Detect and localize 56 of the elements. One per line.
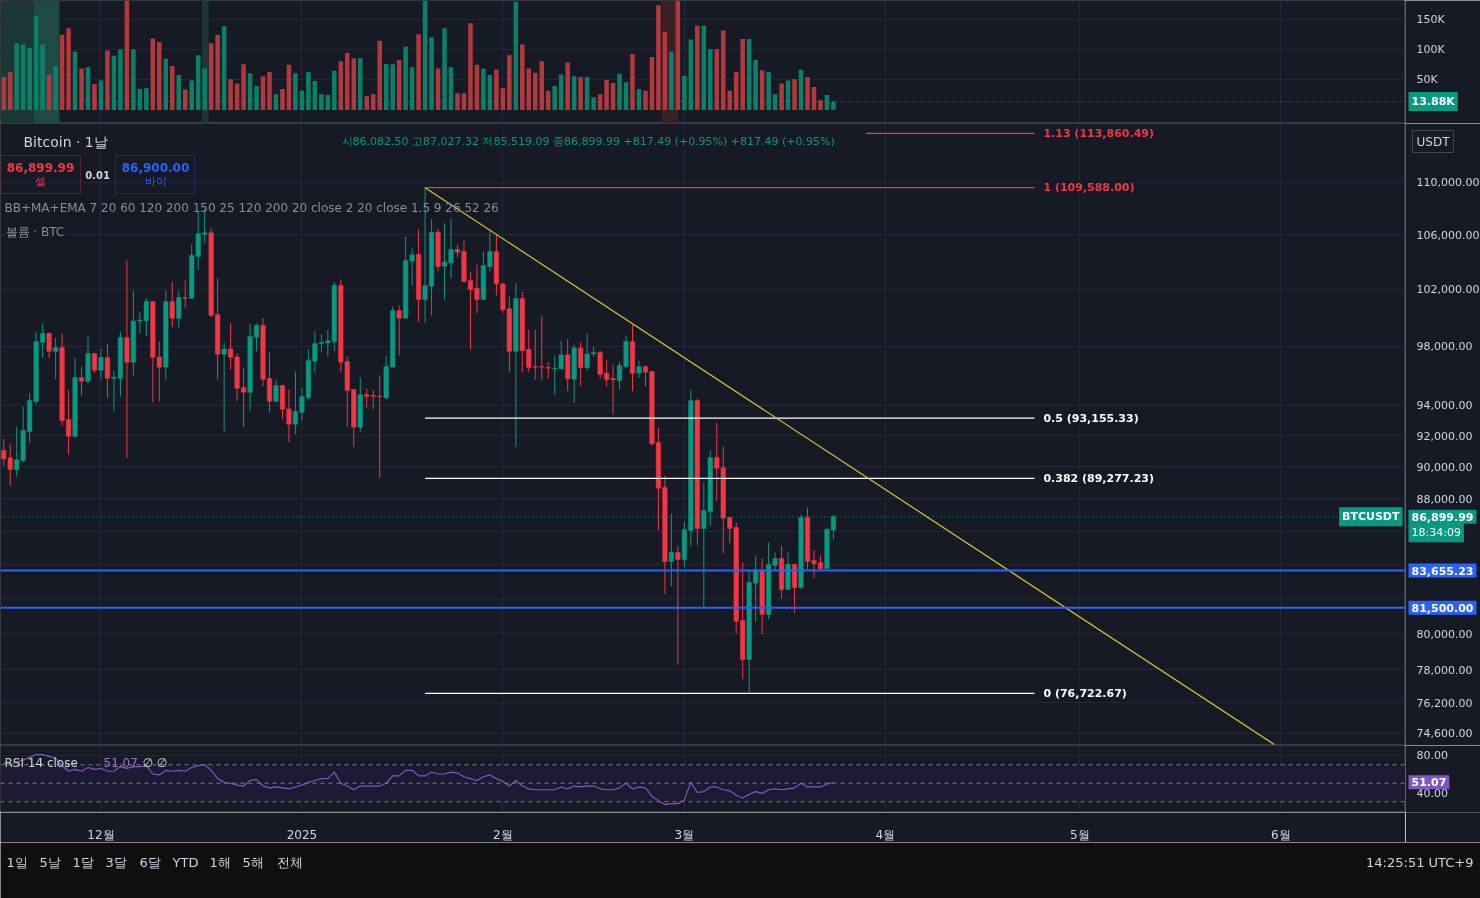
text: USDT	[1416, 134, 1451, 149]
x-tick-label: 3월	[674, 827, 695, 842]
text: 18:34:09	[1411, 526, 1461, 540]
series-label: 0.382 (89,277.23)	[1043, 471, 1155, 485]
text: 1해	[209, 855, 231, 870]
annotation: 0.01	[85, 169, 110, 181]
text: 1일	[6, 855, 28, 870]
x-tick-label: 2월	[493, 827, 513, 842]
annotation: 86,900.00	[121, 161, 190, 175]
x-tick-label: 4월	[875, 827, 896, 842]
text: YTD	[171, 855, 199, 870]
text: 1달	[72, 855, 94, 870]
annotation: 볼륨 · BTC	[5, 224, 65, 239]
y-tick-label: 78,000.00	[1416, 663, 1473, 677]
y-tick-label: 150K	[1416, 13, 1446, 27]
text: 5날	[39, 855, 61, 870]
annotation: 셀	[35, 175, 46, 188]
y-tick-label: 110,000.00	[1416, 176, 1480, 190]
ref-line-label: 13.88K	[1411, 95, 1456, 109]
y-tick-label: 90,000.00	[1416, 460, 1473, 474]
text: 14:25:51 UTC+9	[1366, 855, 1474, 870]
y-tick-label: 98,000.00	[1416, 340, 1473, 354]
x-tick-label: 2025	[286, 827, 318, 842]
text: 전체	[276, 855, 303, 870]
x-tick-label: 6월	[1270, 827, 1291, 842]
y-tick-label: 80,000.00	[1416, 627, 1473, 641]
series-label: 0 (76,722.67)	[1043, 686, 1127, 700]
y-tick-label: 102,000.00	[1416, 283, 1480, 297]
y-tick-label: 74,600.00	[1416, 727, 1473, 741]
annotation: BTCUSDT	[1342, 510, 1400, 524]
annotation: ∅ ∅	[142, 755, 168, 770]
text: Bitcoin · 1날	[23, 133, 108, 150]
y-tick-label: 92,000.00	[1416, 429, 1473, 443]
text: 시86,082.50 고87,027.32 저85,519.09 종86,899.99 +817.49 (+0.95%) +817.49 (+0.95%)	[341, 135, 835, 148]
y-tick-label: 80.00	[1416, 749, 1448, 763]
series-label: 1 (109,588.00)	[1043, 181, 1135, 195]
y-tick-label: 50K	[1416, 73, 1439, 87]
series-label: 1.13 (113,860.49)	[1043, 126, 1155, 140]
y-tick-label: 76,200.00	[1416, 696, 1473, 710]
annotation: 바이	[144, 175, 167, 188]
ref-line-label: 83,655.23	[1411, 564, 1474, 578]
series-label: 0.5 (93,155.33)	[1043, 411, 1139, 425]
y-tick-label: 88,000.00	[1416, 492, 1473, 506]
x-tick-label: 12월	[87, 827, 115, 842]
annotation: 51.07	[103, 756, 138, 770]
ref-line-label: 86,899.99	[1411, 510, 1474, 524]
y-tick-label: 100K	[1416, 43, 1446, 57]
text: 6달	[139, 855, 161, 870]
y-tick-label: 94,000.00	[1416, 399, 1473, 413]
text: 3달	[105, 855, 127, 870]
x-tick-label: 5월	[1069, 827, 1090, 842]
text: 5해	[242, 855, 264, 870]
annotation: 86,899.99	[6, 161, 75, 175]
ref-line-label: 81,500.00	[1411, 601, 1474, 615]
text: 51.07	[1411, 776, 1447, 790]
y-tick-label: 106,000.00	[1416, 228, 1480, 242]
